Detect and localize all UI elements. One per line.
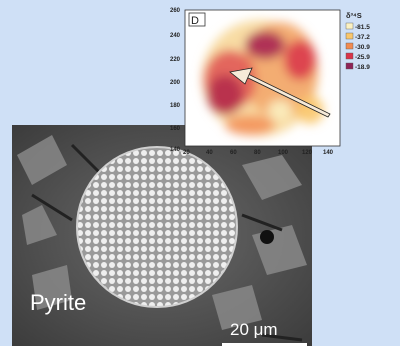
legend-label: -37.2	[355, 34, 370, 41]
legend-label: -18.9	[355, 64, 370, 71]
mineral-debris	[17, 135, 307, 330]
y-tick-label: 260	[170, 8, 181, 14]
x-tick-label: 120	[302, 150, 313, 156]
y-tick-labels: 260 240 220 200 180 160 140	[170, 8, 181, 153]
x-tick-labels: 20 40 60 80 100 120 140	[183, 150, 334, 156]
scale-bar	[222, 343, 307, 346]
sem-micrograph	[12, 125, 312, 346]
y-tick-label: 160	[170, 126, 181, 132]
legend-label: -25.9	[355, 54, 370, 61]
x-tick-label: 60	[230, 150, 237, 156]
legend-label: -81.5	[355, 24, 370, 31]
x-tick-label: 40	[206, 150, 213, 156]
legend-swatch	[345, 22, 354, 30]
legend-swatch	[345, 52, 354, 60]
legend-title: δ³⁴S	[346, 11, 362, 20]
legend-label: -30.9	[355, 44, 370, 51]
panel-label-box	[188, 12, 206, 27]
x-tick-label: 80	[254, 150, 261, 156]
y-tick-label: 240	[170, 33, 181, 39]
legend-swatch	[345, 42, 354, 50]
y-tick-label: 180	[170, 103, 181, 109]
scale-bar-label: 20 μm	[230, 320, 278, 339]
legend-swatch	[345, 32, 354, 40]
dark-inclusion	[260, 230, 274, 244]
panel-label: D	[191, 15, 199, 27]
x-tick-label: 20	[183, 150, 190, 156]
y-tick-label: 220	[170, 57, 181, 63]
x-tick-label: 140	[323, 150, 334, 156]
mineral-label: Pyrite	[30, 290, 87, 315]
legend-swatch	[345, 62, 354, 70]
isotope-map	[202, 20, 324, 136]
y-tick-label: 200	[170, 80, 181, 86]
x-tick-label: 100	[278, 150, 289, 156]
direction-arrow	[229, 67, 331, 118]
legend: δ³⁴S -81.5 -37.2 -30.9 -25.9 -18.9	[345, 11, 370, 71]
isotope-map-figure: D 260 240 220 200 180 160 140 20 40 60 8…	[170, 8, 370, 156]
y-tick-label: 140	[170, 147, 181, 153]
pyrite-framboid	[76, 146, 238, 308]
